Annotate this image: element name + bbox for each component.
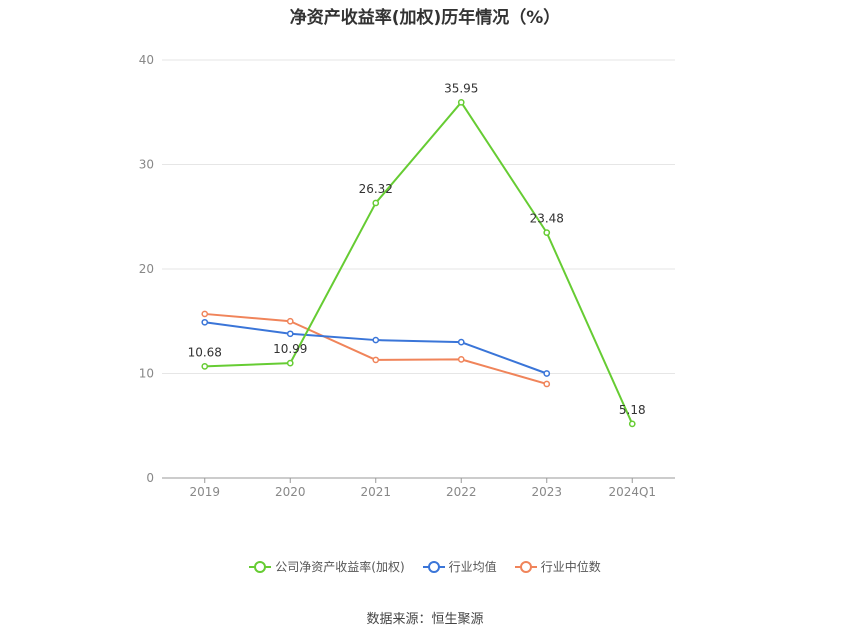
- legend-item[interactable]: 行业中位数: [514, 558, 601, 575]
- data-label: 5.18: [619, 403, 646, 417]
- data-point: [201, 363, 209, 370]
- data-point: [543, 380, 551, 388]
- series-line: [204, 101, 634, 425]
- y-tick-label: 20: [139, 262, 154, 276]
- legend-label: 公司净资产收益率(加权): [275, 560, 405, 574]
- data-label: 26.32: [359, 182, 393, 196]
- data-point: [457, 98, 465, 106]
- x-tick-label: 2024Q1: [608, 485, 656, 499]
- grid-lines: [162, 59, 675, 374]
- y-tick-label: 30: [139, 158, 154, 172]
- legend-item[interactable]: 公司净资产收益率(加权): [249, 558, 405, 575]
- data-point: [201, 318, 209, 326]
- data-label: 23.48: [530, 212, 564, 226]
- data-point: [628, 420, 636, 428]
- y-tick-label: 0: [146, 471, 154, 485]
- legend-marker-icon: [249, 560, 272, 573]
- y-tick-label: 10: [139, 367, 154, 381]
- data-point: [286, 317, 294, 325]
- legend-label: 行业均值: [448, 560, 497, 574]
- x-tick-label: 2019: [189, 485, 220, 499]
- data-point: [372, 199, 380, 207]
- legend-marker-icon: [422, 560, 445, 573]
- data-point: [543, 370, 551, 377]
- y-tick-label: 40: [139, 53, 154, 67]
- data-point: [457, 338, 465, 346]
- legend-marker-icon: [514, 560, 537, 573]
- data-point: [201, 310, 209, 318]
- x-tick-label: 2022: [446, 485, 477, 499]
- series: [201, 98, 636, 428]
- legend-label: 行业中位数: [540, 560, 601, 574]
- legend-item[interactable]: 行业均值: [422, 558, 497, 575]
- axes: 0 10 20 30 40 2019 2020 2021 2022 2023 2024Q1: [139, 53, 675, 499]
- data-point: [372, 356, 380, 364]
- x-tick-label: 2021: [360, 485, 391, 499]
- data-labels: 10.68 10.99 26.32 35.95 23.48 5.18: [188, 81, 646, 417]
- data-point: [543, 229, 551, 236]
- data-label: 10.99: [273, 342, 307, 356]
- data-point: [372, 336, 380, 344]
- series-line: [204, 321, 548, 375]
- data-label: 10.68: [188, 345, 222, 359]
- x-tick-label: 2020: [275, 485, 306, 499]
- data-point: [286, 330, 294, 338]
- data-source: 数据来源：恒生聚源: [366, 612, 484, 627]
- chart-title: 净资产收益率(加权)历年情况（%）: [289, 8, 561, 28]
- x-tick-label: 2023: [531, 485, 562, 499]
- data-point: [286, 359, 294, 367]
- legend: 公司净资产收益率(加权) 行业均值 行业中位数: [0, 558, 850, 575]
- data-point: [457, 356, 465, 363]
- data-label: 35.95: [444, 81, 478, 95]
